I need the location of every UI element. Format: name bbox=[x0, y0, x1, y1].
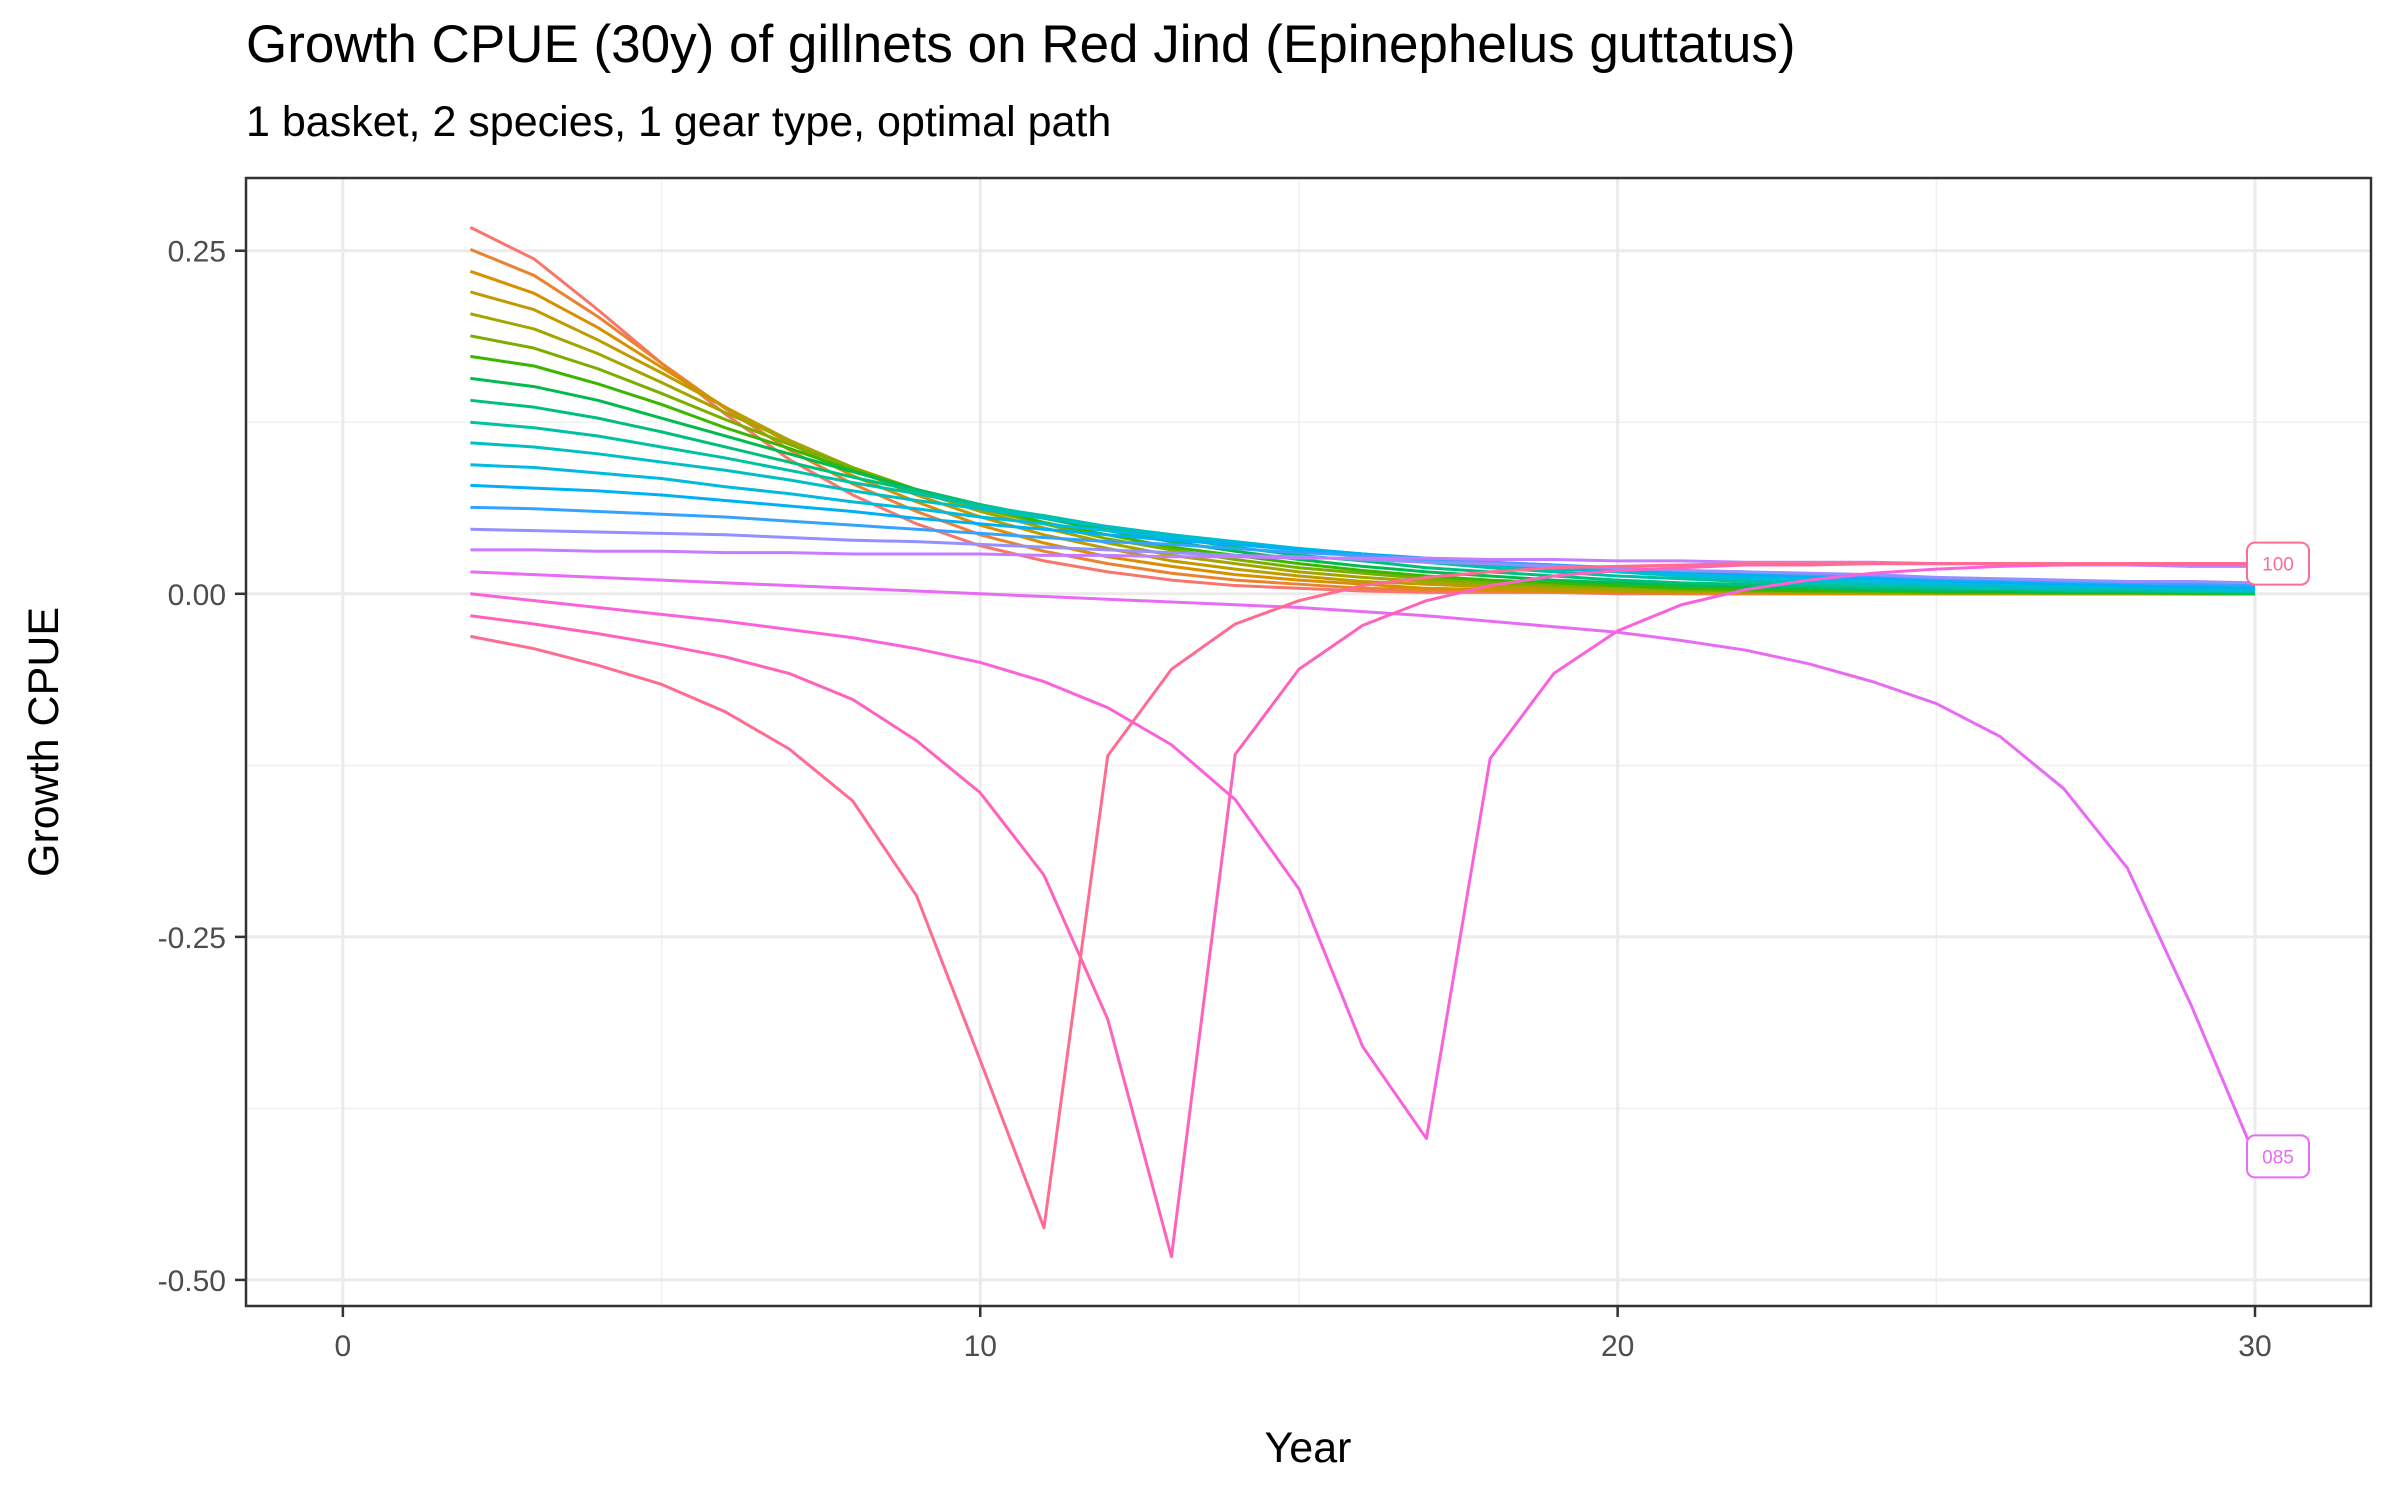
x-tick-label: 30 bbox=[2238, 1330, 2271, 1363]
series-line bbox=[470, 562, 2255, 1230]
panel-border bbox=[244, 176, 2373, 1308]
y-tick-label: 0.25 bbox=[168, 236, 226, 269]
chart-title: Growth CPUE (30y) of gillnets on Red Jin… bbox=[246, 15, 1796, 74]
chart-subtitle: 1 basket, 2 species, 1 gear type, optima… bbox=[246, 98, 1111, 146]
series-end-label-box bbox=[2245, 541, 2310, 586]
series-end-label: 085 bbox=[2262, 1147, 2294, 1168]
y-axis-title: Growth CPUE bbox=[20, 607, 68, 877]
x-tick-label: 20 bbox=[1601, 1330, 1634, 1363]
series-end-label-box bbox=[2245, 1134, 2310, 1179]
plot-lines bbox=[469, 226, 2257, 1259]
series-end-label: 100 bbox=[2262, 555, 2294, 576]
series-line bbox=[469, 290, 2255, 596]
y-tick-label: 0.00 bbox=[168, 579, 226, 612]
y-tick-label: -0.50 bbox=[158, 1265, 226, 1298]
x-axis-title: Year bbox=[1265, 1424, 1352, 1472]
series-line bbox=[470, 562, 2255, 1141]
y-tick-label: -0.25 bbox=[158, 922, 226, 955]
series-line bbox=[470, 570, 2257, 1158]
x-tick-label: 0 bbox=[335, 1330, 352, 1363]
x-tick-label: 10 bbox=[964, 1330, 997, 1363]
series-line bbox=[470, 562, 2255, 1259]
series-line bbox=[469, 226, 2255, 596]
